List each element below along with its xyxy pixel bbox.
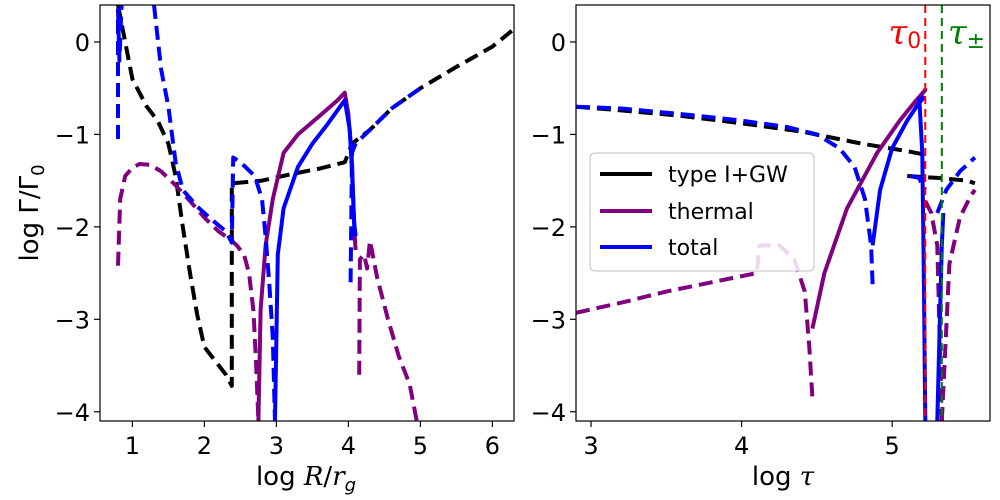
right-xtick-label: 5 (885, 432, 900, 460)
left-series-total-dashed-a2-1 (152, 5, 277, 421)
legend-label-thermal: thermal (668, 200, 754, 225)
right-axes-frame (575, 4, 991, 422)
left-series-thermal-dashed-a1-0 (116, 162, 261, 421)
right-y-ticks: 0 −1 −2 −3 −4 (531, 29, 576, 427)
left-axes-frame (99, 4, 515, 422)
right-ytick-label: −3 (531, 306, 566, 334)
left-series-total-dashed-a2-0 (116, 5, 124, 139)
legend-box (589, 152, 815, 272)
right-vertical-lines: τ0 τ± (888, 5, 985, 421)
right-ytick-label: −4 (531, 399, 566, 427)
left-ytick-label: −4 (55, 399, 90, 427)
left-series-total-solid-c2-0 (273, 98, 358, 421)
right-series-total-solid-c2-0 (870, 94, 926, 246)
right-series-type-i-gw-dashed-a0-1 (907, 174, 976, 186)
right-series-type-i-gw-dashed-a0-0 (576, 104, 926, 157)
left-xtick-label: 4 (341, 432, 356, 460)
legend-label-total: total (668, 236, 718, 261)
right-ytick-label: −2 (531, 214, 566, 242)
right-series-thermal-dashed-a1-2 (939, 188, 977, 421)
right-ytick-label: −1 (531, 121, 566, 149)
left-y-axis-label: log Γ/Γ0 (15, 164, 49, 261)
left-y-ticks: 0 −1 −2 −3 −4 (55, 29, 100, 427)
right-panel: τ0 τ± 3 4 5 0 −1 −2 −3 −4 log τ type I+GW therm… (531, 4, 991, 492)
left-series-total-dashed-b2-0 (348, 86, 422, 283)
legend: type I+GW thermal total (589, 152, 815, 272)
right-x-axis-label: log τ (752, 462, 815, 492)
right-series-thermal-solid-c1-0 (810, 88, 928, 330)
left-ytick-label: −1 (55, 121, 90, 149)
left-xtick-label: 6 (485, 432, 500, 460)
right-series-total-dashed-a2-0 (576, 104, 875, 285)
vline-label-0: τ0 (888, 13, 921, 54)
right-xtick-label: 4 (734, 432, 749, 460)
left-ytick-label: 0 (75, 29, 90, 57)
legend-label-type-i-gw: type I+GW (668, 163, 788, 188)
right-x-ticks: 3 4 5 (583, 421, 900, 460)
left-x-axis-label: log R/rg (256, 462, 356, 496)
left-xtick-label: 3 (269, 432, 284, 460)
right-series-total-dashed-a2-2 (935, 156, 977, 214)
left-ytick-label: −3 (55, 306, 90, 334)
vline-label-1: τ± (948, 13, 985, 54)
left-series-thermal-dashed-b1-0 (357, 238, 419, 421)
right-xtick-label: 3 (583, 432, 598, 460)
right-ytick-label: 0 (551, 29, 566, 57)
left-plot-area (116, 5, 514, 421)
left-series-type-i-gw-dashed-a0-0 (116, 5, 514, 388)
left-xtick-label: 5 (413, 432, 428, 460)
left-xtick-label: 2 (197, 432, 212, 460)
left-xtick-label: 1 (125, 432, 140, 460)
left-panel: 1 2 3 4 5 6 0 −1 −2 −3 −4 log R/rg log Γ/Γ0 (15, 4, 515, 496)
left-ytick-label: −2 (55, 214, 90, 242)
left-x-ticks: 1 2 3 4 5 6 (125, 421, 500, 460)
